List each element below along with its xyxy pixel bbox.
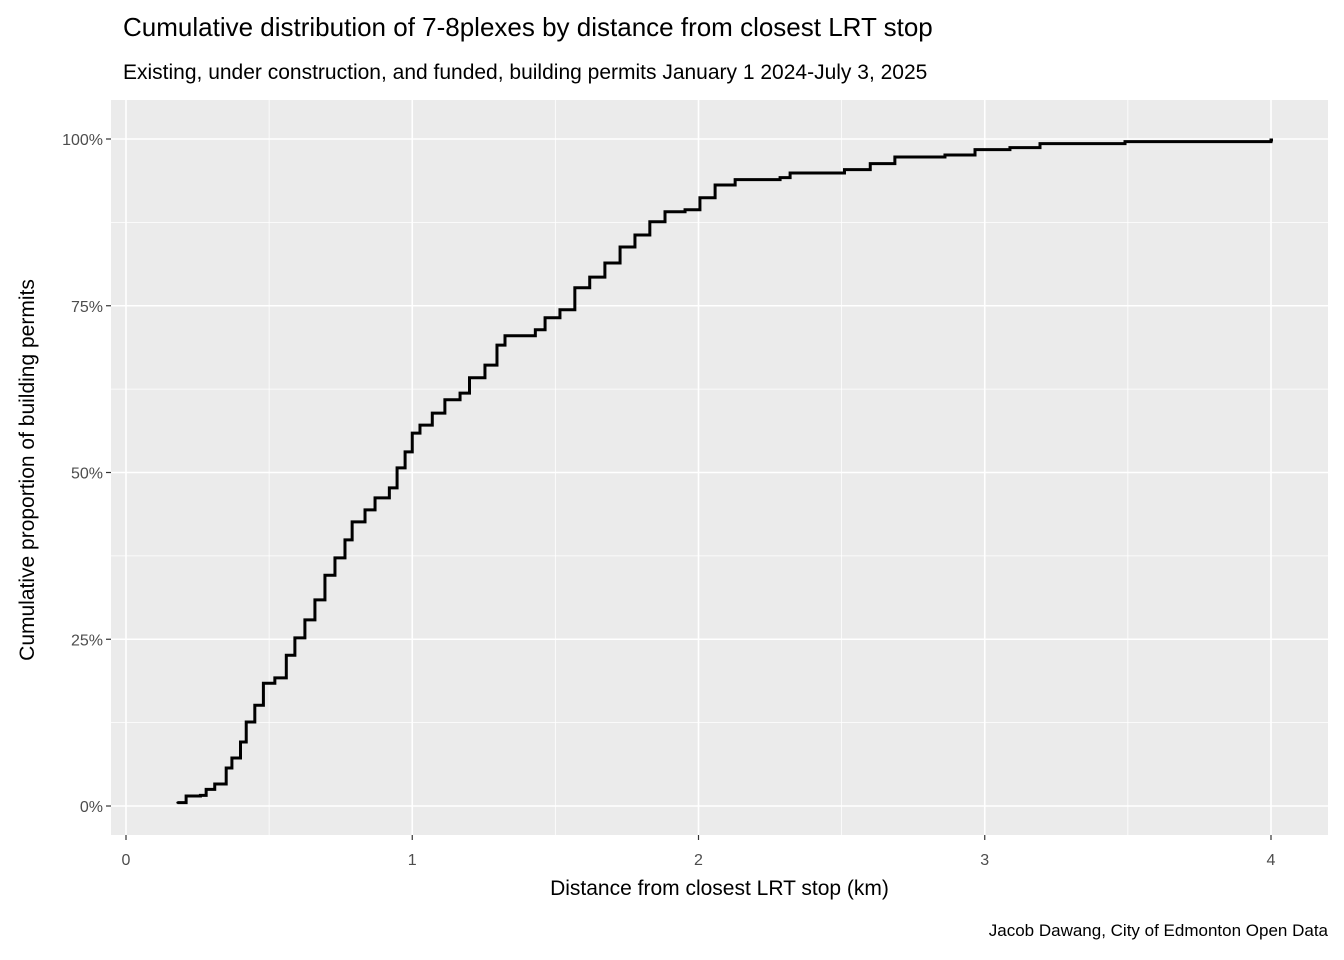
x-tick-label: 1 bbox=[408, 852, 417, 869]
ecdf-step-point bbox=[869, 162, 872, 165]
ecdf-step-point bbox=[458, 391, 462, 395]
ecdf-step-point bbox=[245, 720, 248, 724]
ecdf-step-point bbox=[285, 654, 288, 657]
ecdf-step-point bbox=[313, 598, 317, 602]
ecdf-step-point bbox=[633, 233, 637, 237]
ecdf-step-point bbox=[395, 466, 399, 470]
ecdf-step-point bbox=[253, 704, 257, 707]
ecdf-step-point bbox=[1123, 140, 1127, 143]
y-tick-label: 50% bbox=[71, 466, 103, 483]
ecdf-step-point bbox=[1038, 142, 1042, 145]
ecdf-step-point bbox=[373, 496, 377, 500]
ecdf-step-point bbox=[213, 782, 216, 786]
ecdf-step-point bbox=[343, 538, 347, 542]
y-tick-label: 100% bbox=[62, 132, 103, 149]
ecdf-step-point bbox=[184, 794, 188, 798]
ecdf-line bbox=[177, 138, 1273, 805]
chart-subtitle: Existing, under construction, and funded… bbox=[123, 61, 928, 84]
ecdf-step-point bbox=[973, 148, 977, 151]
x-tick-label: 4 bbox=[1267, 852, 1276, 869]
ecdf-step-point bbox=[1008, 146, 1012, 149]
ecdf-step-point bbox=[483, 363, 487, 367]
ecdf-steps bbox=[176, 138, 1273, 804]
ecdf-step-point bbox=[411, 431, 414, 435]
x-tick-label: 0 bbox=[122, 852, 131, 869]
ecdf-step-point bbox=[176, 801, 179, 804]
ecdf-step-point bbox=[713, 183, 717, 187]
ecdf-step-point bbox=[293, 636, 297, 640]
ecdf-step-point bbox=[468, 376, 471, 379]
gridlines bbox=[111, 100, 1328, 835]
axis-ticks: 0 1 2 3 4 0% 25% 50% 75% 100% bbox=[62, 132, 1275, 869]
ecdf-step-point bbox=[573, 286, 577, 289]
x-axis-title: Distance from closest LRT stop (km) bbox=[550, 877, 889, 900]
ecdf-step-point bbox=[333, 556, 337, 560]
ecdf-step-point bbox=[698, 196, 702, 199]
chart-title: Cumulative distribution of 7-8plexes by … bbox=[123, 12, 933, 42]
ecdf-step-point bbox=[733, 178, 737, 181]
ecdf-step-point bbox=[683, 208, 687, 211]
x-tick-label: 3 bbox=[980, 852, 989, 869]
ecdf-step-point bbox=[204, 788, 208, 791]
ecdf-step-point bbox=[495, 343, 499, 347]
ecdf-step-point bbox=[843, 168, 846, 171]
y-tick-label: 75% bbox=[71, 299, 103, 316]
y-tick-label: 0% bbox=[80, 799, 103, 816]
ecdf-step-point bbox=[388, 486, 391, 490]
ecdf-step-point bbox=[893, 155, 897, 159]
y-tick-label: 25% bbox=[71, 632, 103, 649]
ecdf-step-point bbox=[303, 618, 307, 622]
ecdf-step-point bbox=[224, 766, 228, 770]
ecdf-step-point bbox=[788, 171, 792, 175]
ecdf-step-point bbox=[403, 450, 407, 454]
ecdf-step-point bbox=[503, 334, 507, 337]
ecdf-step-point bbox=[199, 794, 202, 797]
ecdf-step-point bbox=[363, 508, 367, 512]
chart-caption: Jacob Dawang, City of Edmonton Open Data bbox=[988, 921, 1328, 940]
x-tick-label: 2 bbox=[694, 852, 703, 869]
ecdf-step-point bbox=[323, 574, 327, 577]
ecdf-step-point bbox=[543, 316, 547, 319]
ecdf-step-point bbox=[239, 740, 242, 744]
ecdf-step-point bbox=[648, 220, 652, 223]
ecdf-step-point bbox=[230, 756, 234, 760]
ecdf-step-point bbox=[443, 398, 447, 401]
ecdf-step-point bbox=[618, 245, 622, 249]
ecdf-step-point bbox=[588, 275, 591, 279]
ecdf-step-point bbox=[534, 328, 537, 331]
ecdf-step-point bbox=[943, 153, 947, 157]
ecdf-step-point bbox=[663, 210, 667, 213]
ecdf-step-point bbox=[350, 520, 354, 524]
ecdf-step-point bbox=[273, 676, 277, 680]
ecdf-step-point bbox=[431, 411, 434, 415]
ecdf-step-point bbox=[778, 176, 782, 179]
plot-panel bbox=[111, 100, 1328, 835]
ecdf-step-point bbox=[558, 308, 562, 311]
ecdf-step-point bbox=[262, 682, 265, 685]
ecdf-step-point bbox=[1269, 138, 1273, 142]
ecdf-step-point bbox=[603, 261, 607, 265]
ecdf-step-point bbox=[418, 423, 422, 427]
y-axis-title: Cumulative proportion of building permit… bbox=[16, 279, 39, 661]
